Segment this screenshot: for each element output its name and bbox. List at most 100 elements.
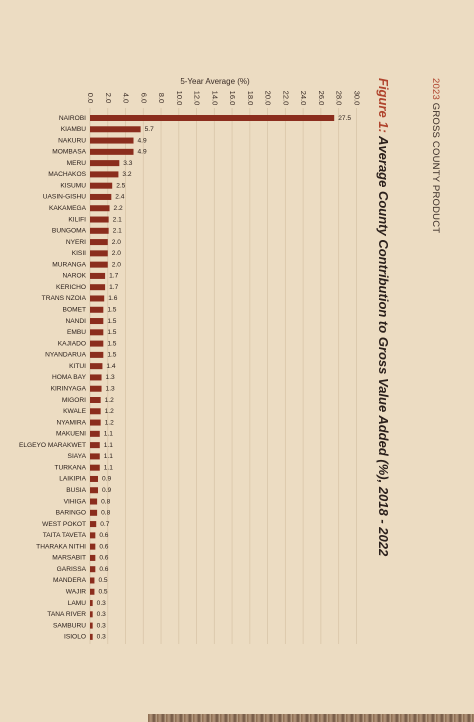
category-label: BOMET <box>63 307 86 314</box>
category-label: HOMA BAY <box>52 374 87 381</box>
value-label: 0.3 <box>97 634 106 641</box>
bar <box>90 408 101 415</box>
category-label: ELGEYO MARAKWET <box>19 442 86 449</box>
bar <box>90 374 102 381</box>
value-label: 1.7 <box>109 284 118 291</box>
value-label: 0.5 <box>98 577 107 584</box>
category-label: NYERI <box>66 239 86 246</box>
category-label: GARISSA <box>57 566 87 573</box>
category-label: LAMU <box>68 600 87 607</box>
category-label: TURKANA <box>54 464 86 471</box>
bar <box>90 611 93 618</box>
bar <box>90 137 134 144</box>
category-label: MARSABIT <box>52 555 86 562</box>
bar <box>90 622 93 629</box>
bar <box>90 160 120 167</box>
value-label: 1.2 <box>105 419 114 426</box>
category-label: NAIROBI <box>59 115 86 122</box>
bar <box>90 498 98 505</box>
x-tick-label: 8.0 <box>157 93 166 103</box>
category-label: NAKURU <box>58 137 86 144</box>
x-tick-label: 18.0 <box>246 91 255 106</box>
category-label: KISUMU <box>60 182 86 189</box>
value-label: 3.2 <box>122 171 131 178</box>
bar <box>90 464 100 471</box>
category-label: KISII <box>72 250 86 257</box>
value-label: 0.3 <box>97 622 106 629</box>
category-label: KILIFI <box>68 216 86 223</box>
value-label: 2.1 <box>113 216 122 223</box>
x-tick-label: 16.0 <box>228 91 237 106</box>
bars <box>90 115 335 640</box>
x-tick-label: 26.0 <box>317 91 326 106</box>
category-label: KAKAMEGA <box>49 205 87 212</box>
x-tick-label: 4.0 <box>122 93 131 103</box>
x-tick-label: 10.0 <box>175 91 184 106</box>
value-label: 1.2 <box>105 408 114 415</box>
x-tick-label: 24.0 <box>299 91 308 106</box>
value-label: 2.1 <box>113 228 122 235</box>
category-label: NANDI <box>65 318 86 325</box>
category-label: WAJIR <box>66 589 87 596</box>
x-tick-label: 0.0 <box>86 93 95 103</box>
value-label: 1.5 <box>107 318 116 325</box>
bar <box>90 340 104 347</box>
value-label: 2.5 <box>116 182 125 189</box>
bar <box>90 261 108 268</box>
value-label: 1.2 <box>105 397 114 404</box>
bar <box>90 532 96 539</box>
value-label: 1.5 <box>107 329 116 336</box>
category-label: KIRINYAGA <box>51 385 87 392</box>
x-tick-label: 6.0 <box>139 93 148 103</box>
value-label: 0.9 <box>102 476 111 483</box>
value-label: 4.9 <box>138 149 147 156</box>
value-label: 2.4 <box>115 194 124 201</box>
bar <box>90 227 109 234</box>
value-label: 0.6 <box>99 532 108 539</box>
value-label: 0.8 <box>101 510 110 517</box>
bar <box>90 115 335 121</box>
category-label: TAITA TAVETA <box>43 532 87 539</box>
category-label: LAIKIPIA <box>59 476 86 483</box>
category-labels: NAIROBI KIAMBU NAKURU MOMBASA MERU MACHAKOS KI… <box>19 115 87 641</box>
category-label: TANA RIVER <box>47 611 86 618</box>
bar <box>90 509 98 516</box>
category-label: MIGORI <box>62 397 86 404</box>
value-label: 1.3 <box>106 374 115 381</box>
bar <box>90 430 100 437</box>
value-label: 1.1 <box>104 431 113 438</box>
category-label: KERICHO <box>56 284 86 291</box>
bar <box>90 453 100 460</box>
x-axis-label: 5-Year Average (%) <box>180 77 250 86</box>
category-label: MURANGA <box>52 261 86 268</box>
x-tick-label: 20.0 <box>264 91 273 106</box>
bar <box>90 419 101 426</box>
x-tick-label: 28.0 <box>335 91 344 106</box>
value-label: 0.3 <box>97 600 106 607</box>
bar <box>90 171 119 178</box>
value-label: 0.6 <box>99 543 108 550</box>
bar <box>90 239 108 246</box>
bar <box>90 182 113 189</box>
x-tick-labels: 0.0 2.0 4.0 6.0 8.0 10.0 12.0 14.0 16.0 18.0 20.0 2… <box>86 91 361 106</box>
bar <box>90 385 102 392</box>
value-label: 1.5 <box>107 340 116 347</box>
category-label: SAMBURU <box>53 622 86 629</box>
category-label: SIAYA <box>68 453 87 460</box>
value-label: 1.7 <box>109 273 118 280</box>
bar <box>90 205 110 212</box>
value-label: 1.3 <box>106 385 115 392</box>
x-tick-label: 12.0 <box>193 91 202 106</box>
bar <box>90 284 106 291</box>
category-label: EMBU <box>67 329 86 336</box>
bar <box>90 475 98 482</box>
bar <box>90 126 141 133</box>
bar <box>90 442 100 449</box>
bar <box>90 250 108 257</box>
value-label: 1.1 <box>104 464 113 471</box>
value-label: 1.4 <box>106 363 115 370</box>
x-tick-label: 22.0 <box>281 91 290 106</box>
value-label: 3.3 <box>123 160 132 167</box>
value-label: 0.7 <box>100 521 109 528</box>
